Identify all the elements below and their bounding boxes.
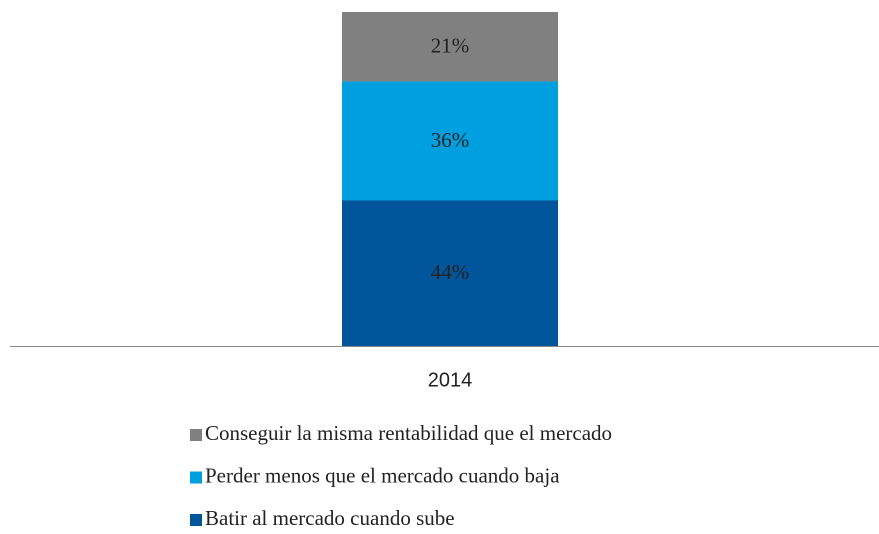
bar-segment	[342, 200, 558, 346]
legend-label: Perder menos que el mercado cuando baja	[205, 463, 560, 487]
data-label: 44%	[431, 260, 470, 284]
legend-swatch	[190, 429, 202, 441]
legend-swatch	[190, 514, 202, 526]
data-label: 21%	[431, 34, 470, 58]
bar-segment	[342, 81, 558, 201]
x-tick-label: 2014	[428, 369, 473, 391]
bar-segment	[342, 12, 558, 82]
legend-swatch	[190, 471, 202, 484]
legend-label: Conseguir la misma rentabilidad que el m…	[205, 421, 612, 445]
legend-label: Batir al mercado cuando sube	[205, 506, 455, 530]
data-label: 36%	[431, 128, 470, 152]
